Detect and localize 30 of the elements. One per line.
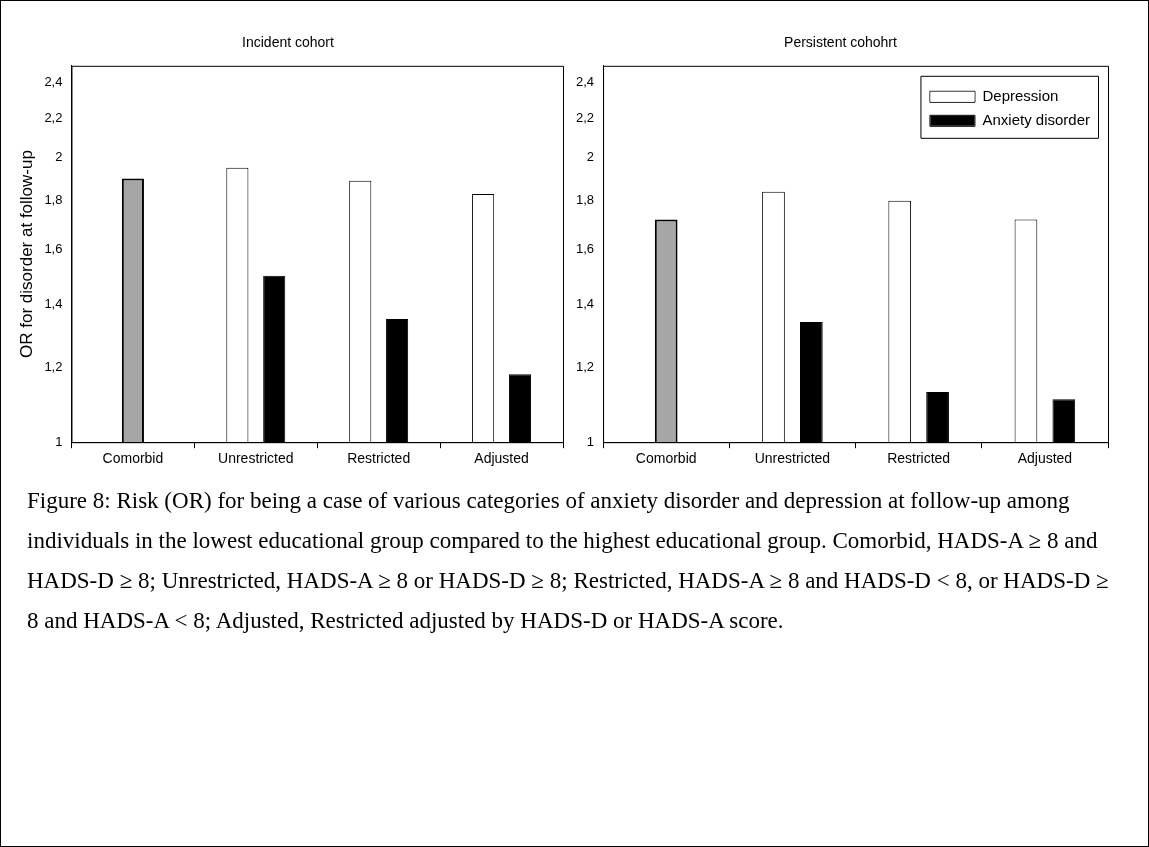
y-tick-label: 2,4 xyxy=(44,74,63,90)
x-tick-label: Restricted xyxy=(887,450,951,467)
y-tick-label: 1,4 xyxy=(44,295,63,311)
caption: Figure 8: Risk (OR) for being a case of various categories of anxiety disorder and depression at follow-up among individuals in the lowest educational group compared to the highest educational group. Comorbid, HADS-A ≥ 8 and HADS-D ≥ 8; Unrestricted, HADS-A ≥ 8 or HADS-D ≥ 8; Restricted, HADS-A ≥ 8 and HADS-D < 8, or HADS-D ≥ 8 and HADS-A < 8; Adjusted, Restricted adjusted by HADS-D or HADS-A score. xyxy=(27,487,1110,635)
y-tick-label: 1,2 xyxy=(575,358,595,374)
y-tick-label: 1,8 xyxy=(575,192,595,208)
y-tick-label: 1 xyxy=(55,433,63,449)
y-tick-label: 2,2 xyxy=(44,109,63,125)
legend-label: Depression xyxy=(982,86,1059,104)
y-tick-label: 1,2 xyxy=(44,358,63,374)
x-tick-label: Adjusted xyxy=(1017,450,1073,467)
y-tick-label: 2 xyxy=(586,149,595,165)
chart-title: Persistent cohohrt xyxy=(784,34,898,51)
y-tick-label: 2,2 xyxy=(575,109,595,125)
x-tick-label: Unrestricted xyxy=(754,450,831,467)
x-tick-label: Adjusted xyxy=(474,450,529,467)
y-tick-label: 1,8 xyxy=(44,192,63,208)
legend-label: Anxiety disorder xyxy=(982,110,1091,128)
x-tick-label: Unrestricted xyxy=(218,450,294,467)
y-axis-title: OR for disorder at follow-up xyxy=(16,150,36,358)
y-tick-label: 1 xyxy=(586,433,595,449)
x-tick-label: Comorbid xyxy=(635,450,697,467)
y-tick-label: 2,4 xyxy=(575,74,595,90)
x-tick-label: Comorbid xyxy=(102,450,164,467)
x-tick-label: Restricted xyxy=(347,450,411,467)
y-tick-label: 2 xyxy=(55,149,63,165)
y-tick-label: 1,4 xyxy=(575,295,595,311)
y-tick-label: 1,6 xyxy=(44,240,63,256)
chart-title: Incident cohort xyxy=(242,34,335,51)
y-tick-label: 1,6 xyxy=(575,240,595,256)
